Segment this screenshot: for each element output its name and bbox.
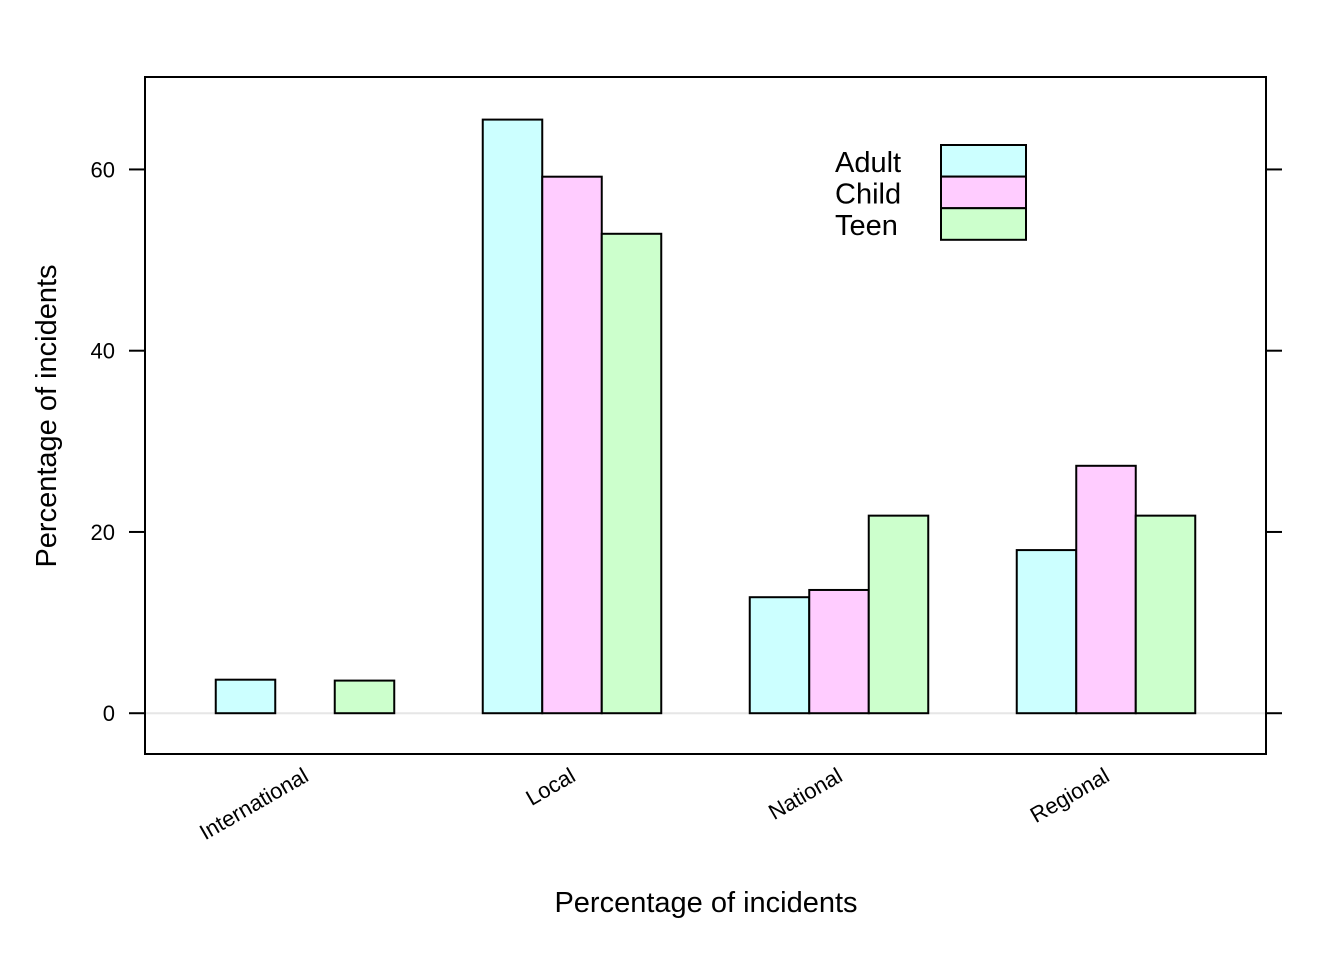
x-tick-label-regional: Regional: [1026, 763, 1114, 828]
plot-frame: [144, 76, 1267, 755]
y-tick-label: 60: [91, 157, 115, 182]
bar-national-adult: [748, 596, 811, 715]
y-axis-ticks: 0 20 40 60: [91, 157, 1282, 726]
bar-international-adult: [214, 678, 277, 715]
legend-swatch-teen: [940, 207, 1027, 241]
legend-label-adult: Adult: [835, 147, 901, 179]
x-tick-label-local: Local: [521, 763, 579, 811]
bar-international-teen: [333, 679, 396, 715]
y-tick-label: 20: [91, 520, 115, 545]
y-axis-title: Percentage of incidents: [31, 264, 63, 567]
y-tick-label: 0: [103, 701, 115, 726]
bar-national-child: [808, 588, 870, 715]
x-tick-label-national: National: [764, 763, 846, 825]
bar-regional-adult: [1015, 549, 1078, 715]
x-axis-ticks: International Local National Regional: [195, 763, 1113, 845]
legend-swatch-child: [940, 175, 1027, 210]
bar-local-teen: [600, 232, 663, 715]
bar-national-teen: [867, 514, 930, 715]
bar-regional-child: [1075, 464, 1137, 715]
bar-local-adult: [481, 118, 544, 715]
legend-label-child: Child: [835, 179, 901, 211]
bars-group: [214, 118, 1197, 715]
bar-local-child: [541, 175, 603, 715]
legend-swatch-adult: [940, 144, 1027, 178]
legend-label-teen: Teen: [835, 210, 898, 242]
x-tick-label-international: International: [195, 763, 312, 845]
x-axis-title: Percentage of incidents: [554, 887, 857, 919]
bar-regional-teen: [1134, 514, 1197, 715]
y-tick-label: 40: [91, 339, 115, 364]
